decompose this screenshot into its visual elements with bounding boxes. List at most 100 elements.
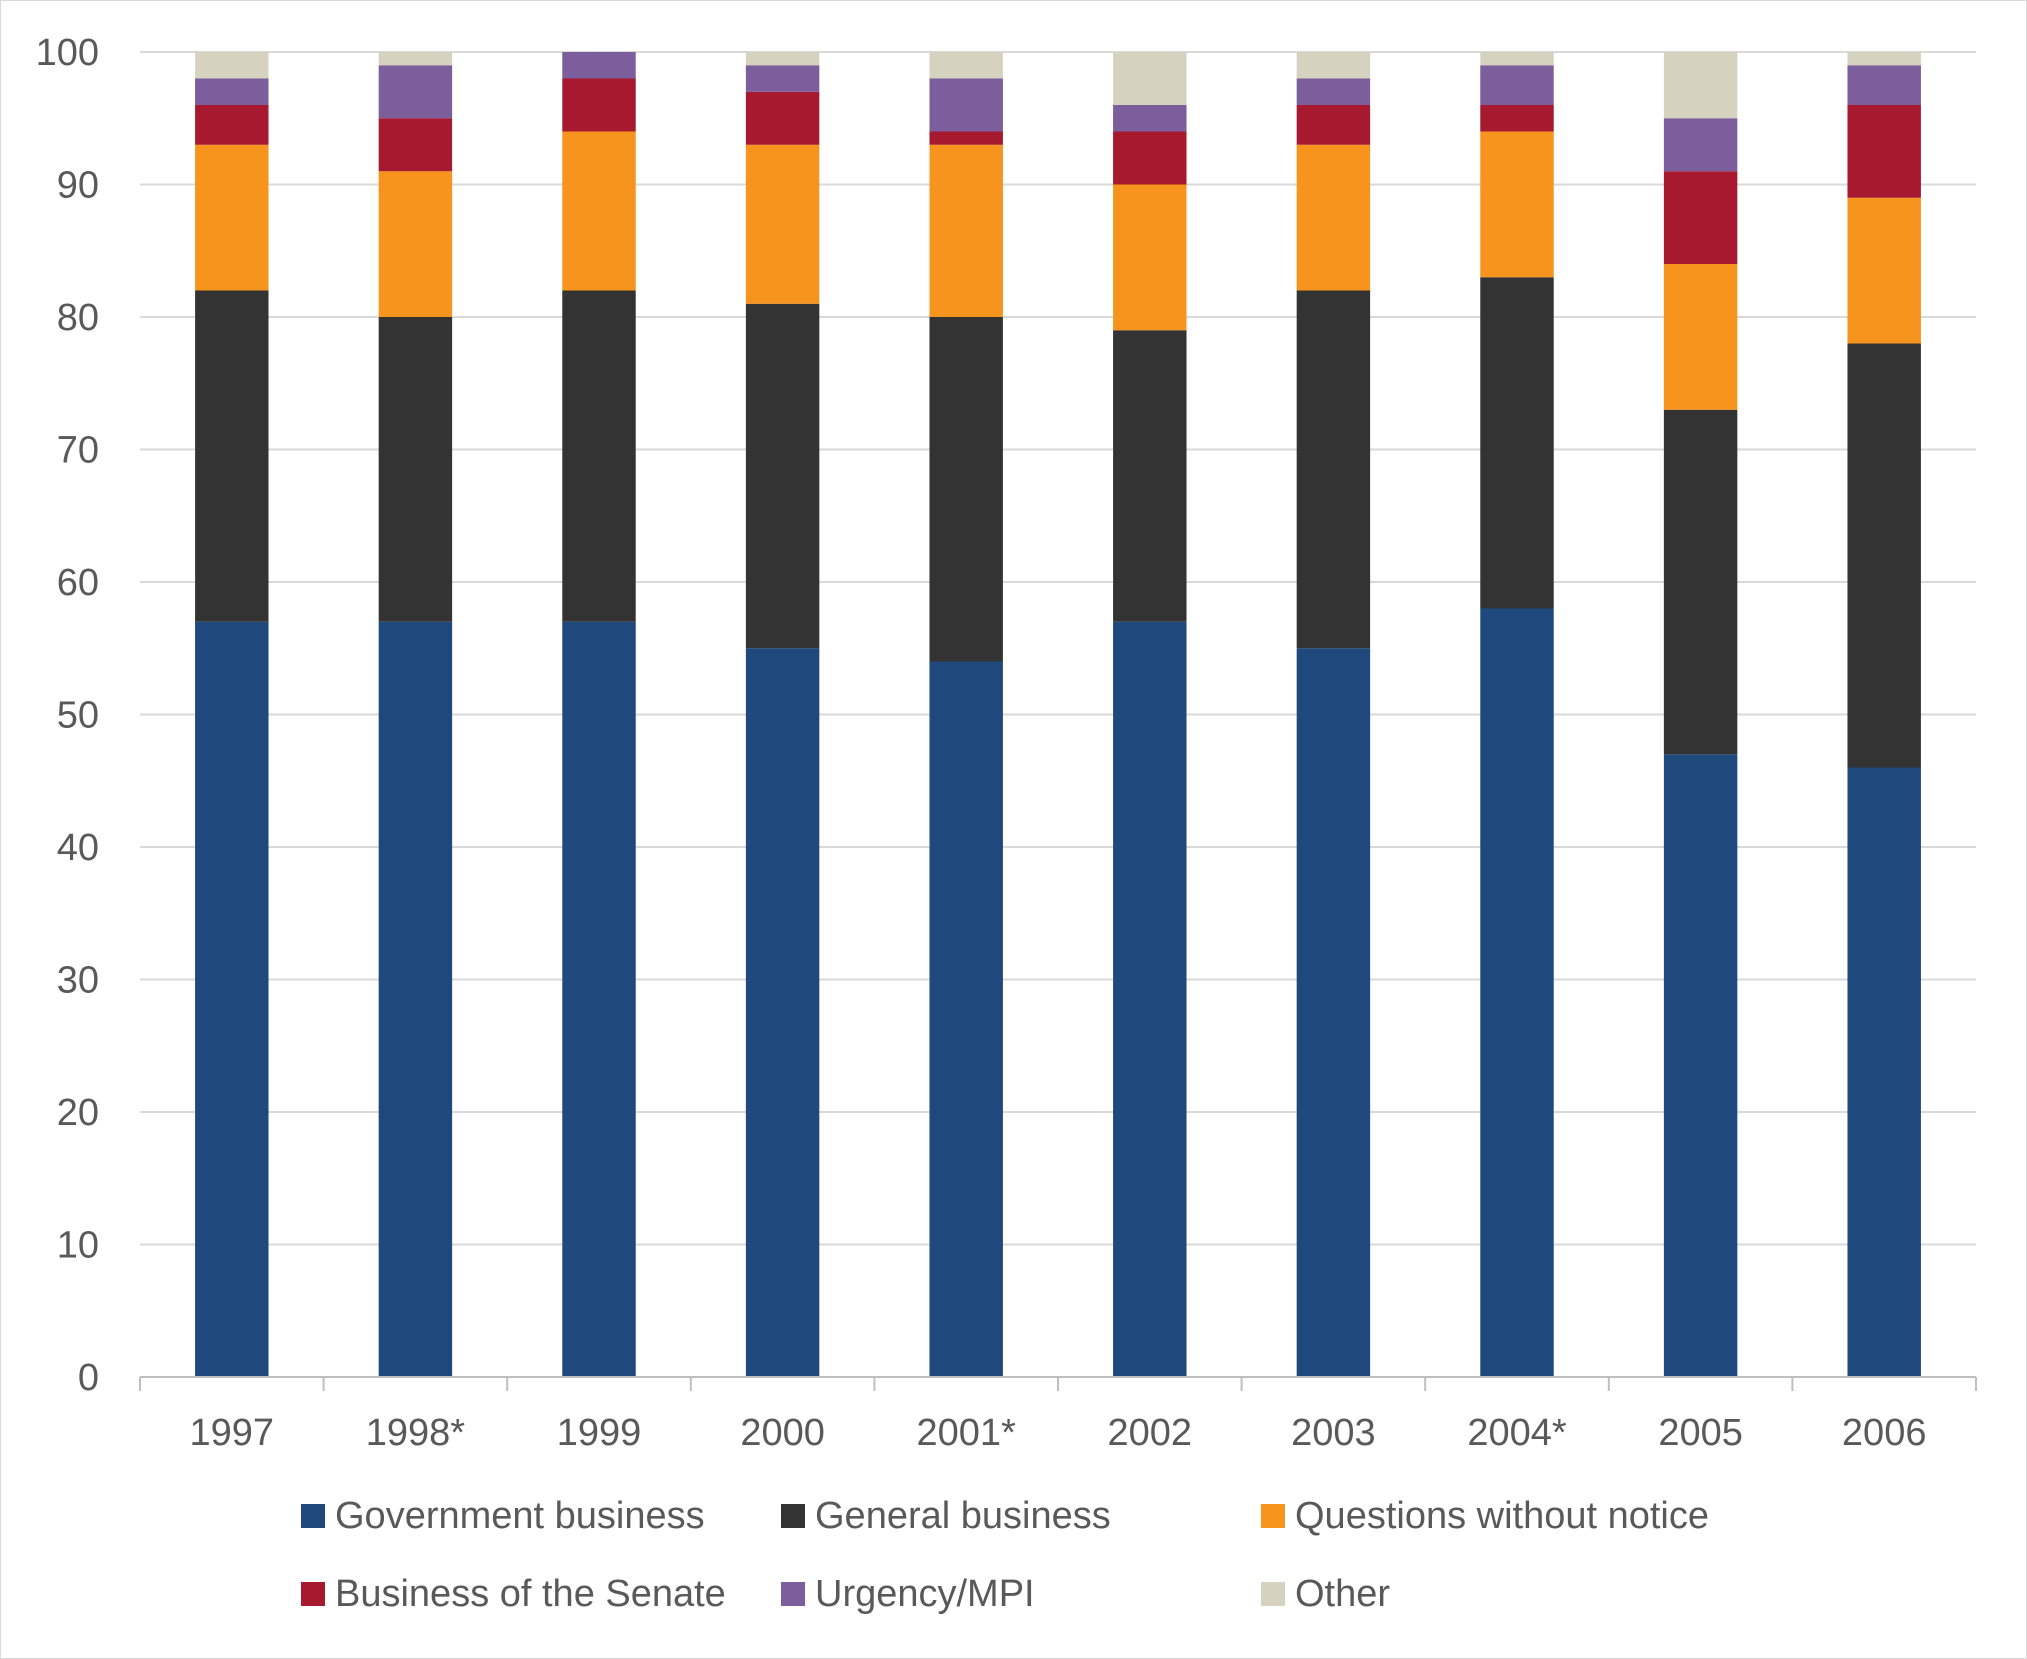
bar-segment [378, 317, 453, 622]
stacked-bar-chart: 0 10 20 30 40 50 60 70 80 90 100 1997 1998* 1999 2000… [36, 32, 1977, 1454]
bar-segment [745, 303, 820, 649]
bar-segment [1296, 78, 1371, 105]
x-tick-label: 2000 [740, 1412, 825, 1454]
x-axis [139, 1376, 1977, 1391]
bar-segment [1847, 105, 1921, 198]
bar-segment [1663, 264, 1738, 410]
bar-segment [1847, 767, 1921, 1377]
legend-label: General business [815, 1494, 1111, 1537]
bar-segment [1113, 621, 1187, 1377]
bar-segment [1113, 131, 1187, 185]
bar-segment [745, 91, 820, 145]
legend-label: Questions without notice [1295, 1494, 1710, 1537]
y-tick-label: 0 [78, 1357, 99, 1399]
legend-swatch [1261, 1504, 1285, 1528]
bar-segment [378, 118, 453, 172]
x-tick-label: 2003 [1291, 1412, 1376, 1454]
bar-segment [562, 131, 636, 291]
bar-segment [1480, 105, 1554, 132]
bar-segment [562, 78, 636, 132]
bar-segment [1296, 105, 1371, 145]
bar-segment [929, 131, 1003, 145]
legend-item: General business [781, 1491, 1111, 1541]
bar-segment [1480, 131, 1554, 278]
bar-segment [745, 144, 820, 304]
x-tick-label: 2006 [1842, 1412, 1927, 1454]
y-tick-label: 90 [57, 165, 99, 207]
x-axis-labels: 1997 1998* 1999 2000 2001* 2002 2003 2004* 2005 2… [190, 1412, 1927, 1454]
bar-segment [1480, 277, 1554, 609]
bar-segment [1296, 290, 1371, 649]
bar-segment [1296, 144, 1371, 291]
legend-label: Business of the Senate [335, 1572, 726, 1615]
bar-segment [929, 144, 1003, 317]
bar-segment [745, 648, 820, 1377]
y-tick-label: 50 [57, 695, 99, 737]
bar-segment [195, 78, 269, 105]
bar-segment [1847, 65, 1921, 105]
legend-swatch [301, 1582, 325, 1606]
bar-segment [378, 65, 453, 119]
bar-segment [1847, 197, 1921, 344]
x-tick-label: 2005 [1658, 1412, 1743, 1454]
y-tick-label: 30 [57, 960, 99, 1002]
bar-segment [1663, 52, 1738, 119]
bar-segment [1113, 330, 1187, 622]
x-tick-label: 2004* [1467, 1412, 1567, 1454]
bar-segment [195, 105, 269, 145]
bar-segment [1113, 52, 1187, 105]
legend-item: Business of the Senate [301, 1569, 726, 1619]
y-tick-label: 100 [36, 32, 99, 74]
bar-segment [1663, 171, 1738, 264]
legend-item: Urgency/MPI [781, 1569, 1035, 1619]
bar-segment [1113, 105, 1187, 132]
bar-segment [1847, 343, 1921, 768]
bar-segment [1663, 754, 1738, 1377]
legend-label: Other [1295, 1572, 1391, 1615]
bar-segment [1296, 648, 1371, 1377]
bars [195, 52, 1921, 1377]
bar-segment [1480, 65, 1554, 105]
y-tick-label: 80 [57, 297, 99, 339]
bar-segment [745, 52, 820, 66]
y-tick-label: 20 [57, 1092, 99, 1134]
legend-item: Questions without notice [1261, 1491, 1709, 1541]
legend-label: Government business [335, 1494, 705, 1537]
y-axis-labels: 0 10 20 30 40 50 60 70 80 90 100 [36, 32, 99, 1399]
bar-segment [1296, 52, 1371, 79]
x-tick-label: 2001* [917, 1412, 1017, 1454]
y-tick-label: 40 [57, 827, 99, 869]
bar-segment [378, 52, 453, 66]
legend-swatch [301, 1504, 325, 1528]
bar-segment [195, 290, 269, 622]
legend-label: Urgency/MPI [815, 1572, 1035, 1615]
legend-swatch [1261, 1582, 1285, 1606]
y-tick-label: 70 [57, 430, 99, 472]
bar-segment [745, 65, 820, 92]
y-tick-label: 60 [57, 562, 99, 604]
bar-segment [1663, 118, 1738, 172]
bar-segment [1663, 409, 1738, 755]
bar-segment [1113, 184, 1187, 331]
bar-segment [378, 621, 453, 1377]
legend-swatch [781, 1504, 805, 1528]
x-tick-label: 1998* [366, 1412, 466, 1454]
bar-segment [378, 171, 453, 317]
bar-segment [562, 52, 636, 79]
x-tick-label: 2002 [1108, 1412, 1193, 1454]
x-tick-label: 1999 [557, 1412, 642, 1454]
y-tick-label: 10 [57, 1225, 99, 1267]
bar-segment [1480, 608, 1554, 1377]
bar-segment [195, 52, 269, 79]
bar-segment [562, 621, 636, 1377]
bar-segment [1480, 52, 1554, 66]
legend-item: Government business [301, 1491, 705, 1541]
legend-item: Other [1261, 1569, 1390, 1619]
legend-swatch [781, 1582, 805, 1606]
x-tick-label: 1997 [190, 1412, 275, 1454]
bar-segment [929, 52, 1003, 79]
bar-segment [195, 621, 269, 1377]
bar-segment [195, 144, 269, 291]
bar-segment [562, 290, 636, 622]
